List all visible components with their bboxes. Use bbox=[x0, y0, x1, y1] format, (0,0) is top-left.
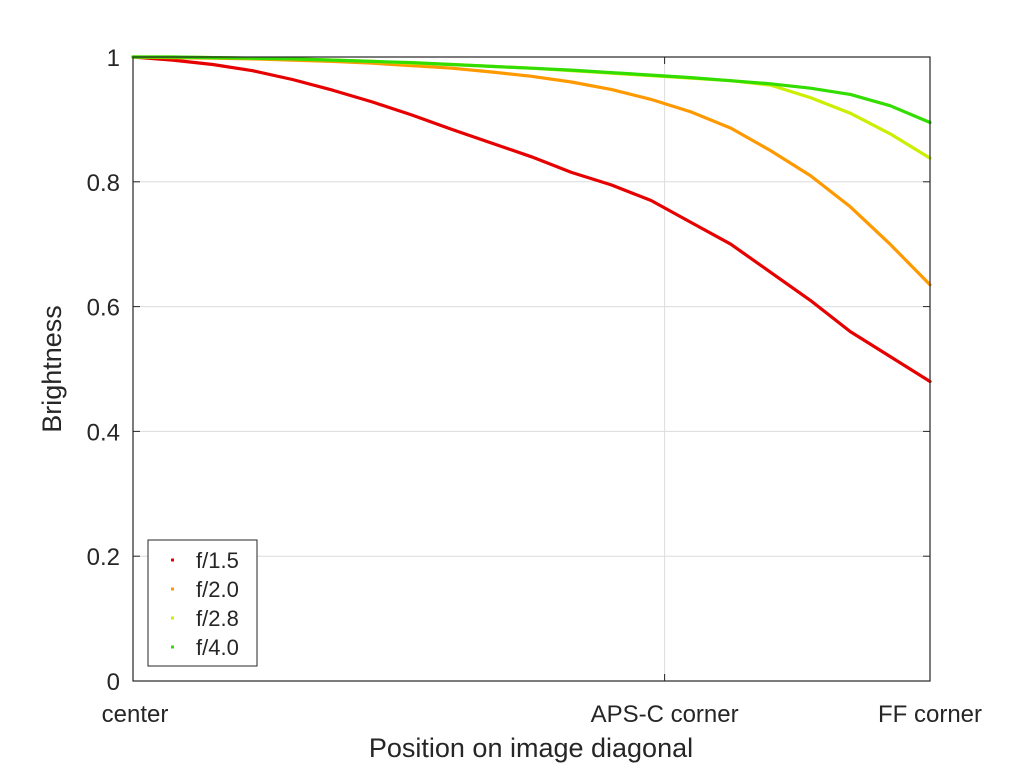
y-tick-label: 0.4 bbox=[87, 419, 120, 446]
y-tick-label: 0 bbox=[107, 669, 120, 696]
legend-label-0: f/1.5 bbox=[196, 548, 239, 573]
x-tick-label: FF corner bbox=[878, 701, 982, 728]
tick-marks bbox=[132, 56, 931, 682]
legend-marker-1 bbox=[171, 587, 174, 591]
plot-background bbox=[133, 57, 930, 681]
series-line-3 bbox=[131, 55, 932, 125]
series-line-0 bbox=[131, 55, 932, 384]
y-tick-label: 0.8 bbox=[87, 170, 120, 197]
grid-lines bbox=[133, 57, 930, 681]
legend-box bbox=[147, 539, 258, 667]
x-axis-title: Position on image diagonal bbox=[369, 733, 693, 763]
tick-labels: 0 0.2 0.4 0.6 0.8 1 center APS-C corner FF corne… bbox=[87, 45, 982, 728]
y-tick-label: 0.6 bbox=[87, 295, 120, 322]
legend-marker-2 bbox=[171, 616, 174, 620]
plot-frame bbox=[132, 56, 931, 682]
y-tick-label: 0.2 bbox=[87, 544, 120, 571]
x-tick-label: APS-C corner bbox=[591, 701, 739, 728]
y-tick-label: 1 bbox=[107, 45, 120, 72]
legend-label-2: f/2.8 bbox=[196, 606, 239, 631]
legend-marker-3 bbox=[171, 645, 174, 649]
series-layer bbox=[131, 55, 932, 384]
x-tick-label: center bbox=[102, 701, 169, 728]
legend-label-1: f/2.0 bbox=[196, 577, 239, 602]
legend-label-3: f/4.0 bbox=[196, 635, 239, 660]
legend-marker-0 bbox=[171, 558, 174, 562]
legend: f/1.5 f/2.0 f/2.8 f/4.0 bbox=[147, 539, 258, 667]
y-axis-title: Brightness bbox=[37, 305, 67, 433]
